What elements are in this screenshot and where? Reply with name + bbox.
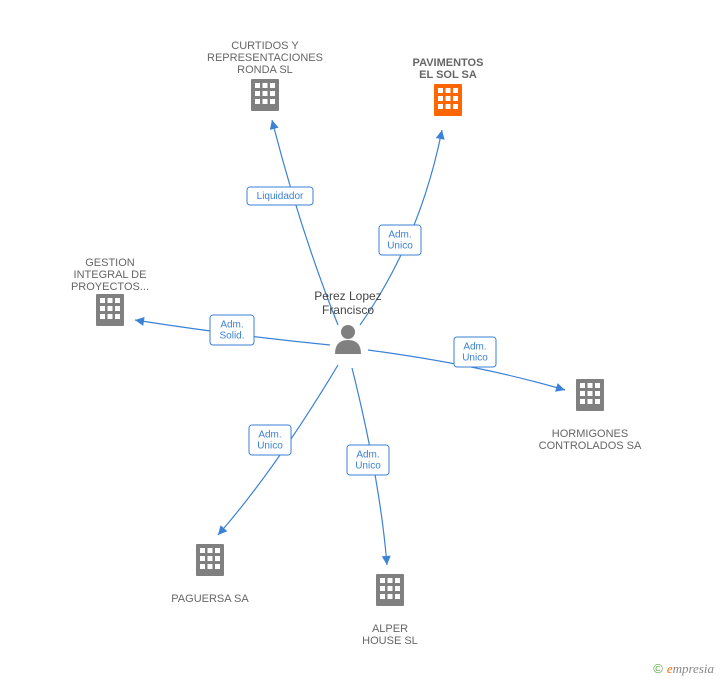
company-label-hormigones: HORMIGONES <box>552 428 628 440</box>
edge-arrow-hormigones <box>555 383 565 392</box>
building-icon <box>434 84 462 116</box>
building-icon <box>376 574 404 606</box>
company-node-gestion <box>96 294 124 326</box>
center-label-line2: Francisco <box>322 303 374 317</box>
edge-label-text-gestion: Adm. <box>220 320 243 331</box>
edge-label-text-gestion: Solid. <box>219 331 244 342</box>
edge-arrow-curtidos <box>270 120 279 130</box>
company-label-paguersa: PAGUERSA SA <box>171 593 249 605</box>
building-icon <box>96 294 124 326</box>
network-diagram: LiquidadorAdm.UnicoAdm.Solid.Adm.UnicoAd… <box>0 0 728 685</box>
brand-rest: mpresia <box>673 661 714 676</box>
building-icon <box>196 544 224 576</box>
edge-label-text-pavimentos: Unico <box>387 241 413 252</box>
edge-label-text-alper: Unico <box>355 461 381 472</box>
edge-label-text-curtidos: Liquidador <box>257 191 304 202</box>
center-label-line1: Perez Lopez <box>314 289 381 303</box>
person-icon <box>335 325 361 354</box>
edge-label-text-alper: Adm. <box>356 450 379 461</box>
company-label-pavimentos: EL SOL SA <box>419 69 477 81</box>
watermark: ©empresia <box>653 661 714 677</box>
company-node-pavimentos <box>434 84 462 116</box>
company-label-gestion: PROYECTOS... <box>71 281 149 293</box>
edge-arrow-pavimentos <box>436 130 445 140</box>
edge-label-text-paguersa: Unico <box>257 441 283 452</box>
company-label-curtidos: CURTIDOS Y <box>231 40 299 52</box>
company-node-alper <box>376 574 404 606</box>
company-node-curtidos <box>251 79 279 111</box>
copyright-symbol: © <box>653 661 663 676</box>
company-node-hormigones <box>576 379 604 411</box>
edge-arrow-gestion <box>135 317 145 326</box>
edge-label-text-hormigones: Unico <box>462 353 488 364</box>
edge-label-text-hormigones: Adm. <box>463 342 486 353</box>
company-label-curtidos: RONDA SL <box>237 64 293 76</box>
company-label-gestion: GESTION <box>85 257 135 269</box>
edge-arrow-alper <box>382 556 391 565</box>
company-label-hormigones: CONTROLADOS SA <box>539 440 642 452</box>
building-icon <box>251 79 279 111</box>
company-label-pavimentos: PAVIMENTOS <box>413 57 484 69</box>
edge-label-text-paguersa: Adm. <box>258 430 281 441</box>
building-icon <box>576 379 604 411</box>
company-label-alper: HOUSE SL <box>362 635 418 647</box>
company-label-alper: ALPER <box>372 623 408 635</box>
company-node-paguersa <box>196 544 224 576</box>
company-label-curtidos: REPRESENTACIONES <box>207 52 323 64</box>
company-label-gestion: INTEGRAL DE <box>74 269 147 281</box>
edge-label-text-pavimentos: Adm. <box>388 230 411 241</box>
